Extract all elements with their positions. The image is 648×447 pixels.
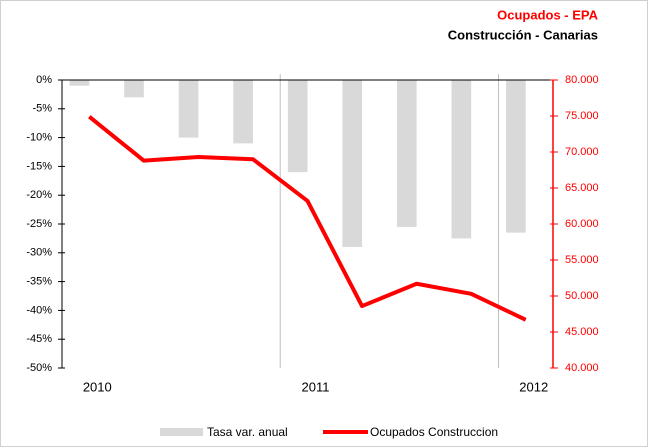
bar: [342, 80, 363, 248]
x-tick-label: 2012: [519, 379, 548, 394]
y-tick-label: -30%: [26, 247, 52, 259]
line: [88, 115, 527, 322]
y2-tick-label: 70.000: [565, 146, 599, 158]
y-tick-label: -25%: [26, 218, 52, 230]
chart-title: Ocupados - EPA: [497, 7, 598, 22]
legend-label: Ocupados Construccion: [370, 425, 498, 439]
bar: [396, 80, 417, 227]
chart-subtitle: Construcción - Canarias: [448, 27, 598, 42]
y2-tick-label: 60.000: [565, 218, 599, 230]
y-tick-label: -10%: [26, 132, 52, 144]
y-tick-label: -40%: [26, 304, 52, 316]
bar: [287, 80, 308, 173]
y2-tick-label: 80.000: [565, 74, 599, 86]
bar: [506, 80, 526, 233]
y2-tick-label: 55.000: [565, 254, 599, 266]
bar: [178, 80, 199, 138]
y2-tick-label: 45.000: [565, 326, 599, 338]
bar: [451, 80, 472, 239]
y2-tick-label: 75.000: [565, 110, 599, 122]
y-tick-label: 0%: [36, 74, 52, 86]
legend-swatch: [160, 428, 203, 436]
y-tick-label: -20%: [26, 189, 52, 201]
y2-tick-label: 50.000: [565, 290, 599, 302]
y-tick-label: -35%: [26, 276, 52, 288]
x-tick-label: 2010: [83, 379, 112, 394]
y-tick-label: -45%: [26, 333, 52, 345]
y2-tick-label: 65.000: [565, 182, 599, 194]
bar: [233, 80, 253, 144]
bar: [69, 80, 90, 86]
y-tick-label: -5%: [32, 103, 52, 115]
y-tick-label: -50%: [26, 362, 52, 374]
y2-tick-label: 40.000: [565, 362, 599, 374]
bar: [124, 80, 144, 98]
x-tick-label: 2011: [302, 379, 330, 394]
legend-label: Tasa var. anual: [207, 425, 288, 439]
y-tick-label: -15%: [26, 160, 52, 172]
